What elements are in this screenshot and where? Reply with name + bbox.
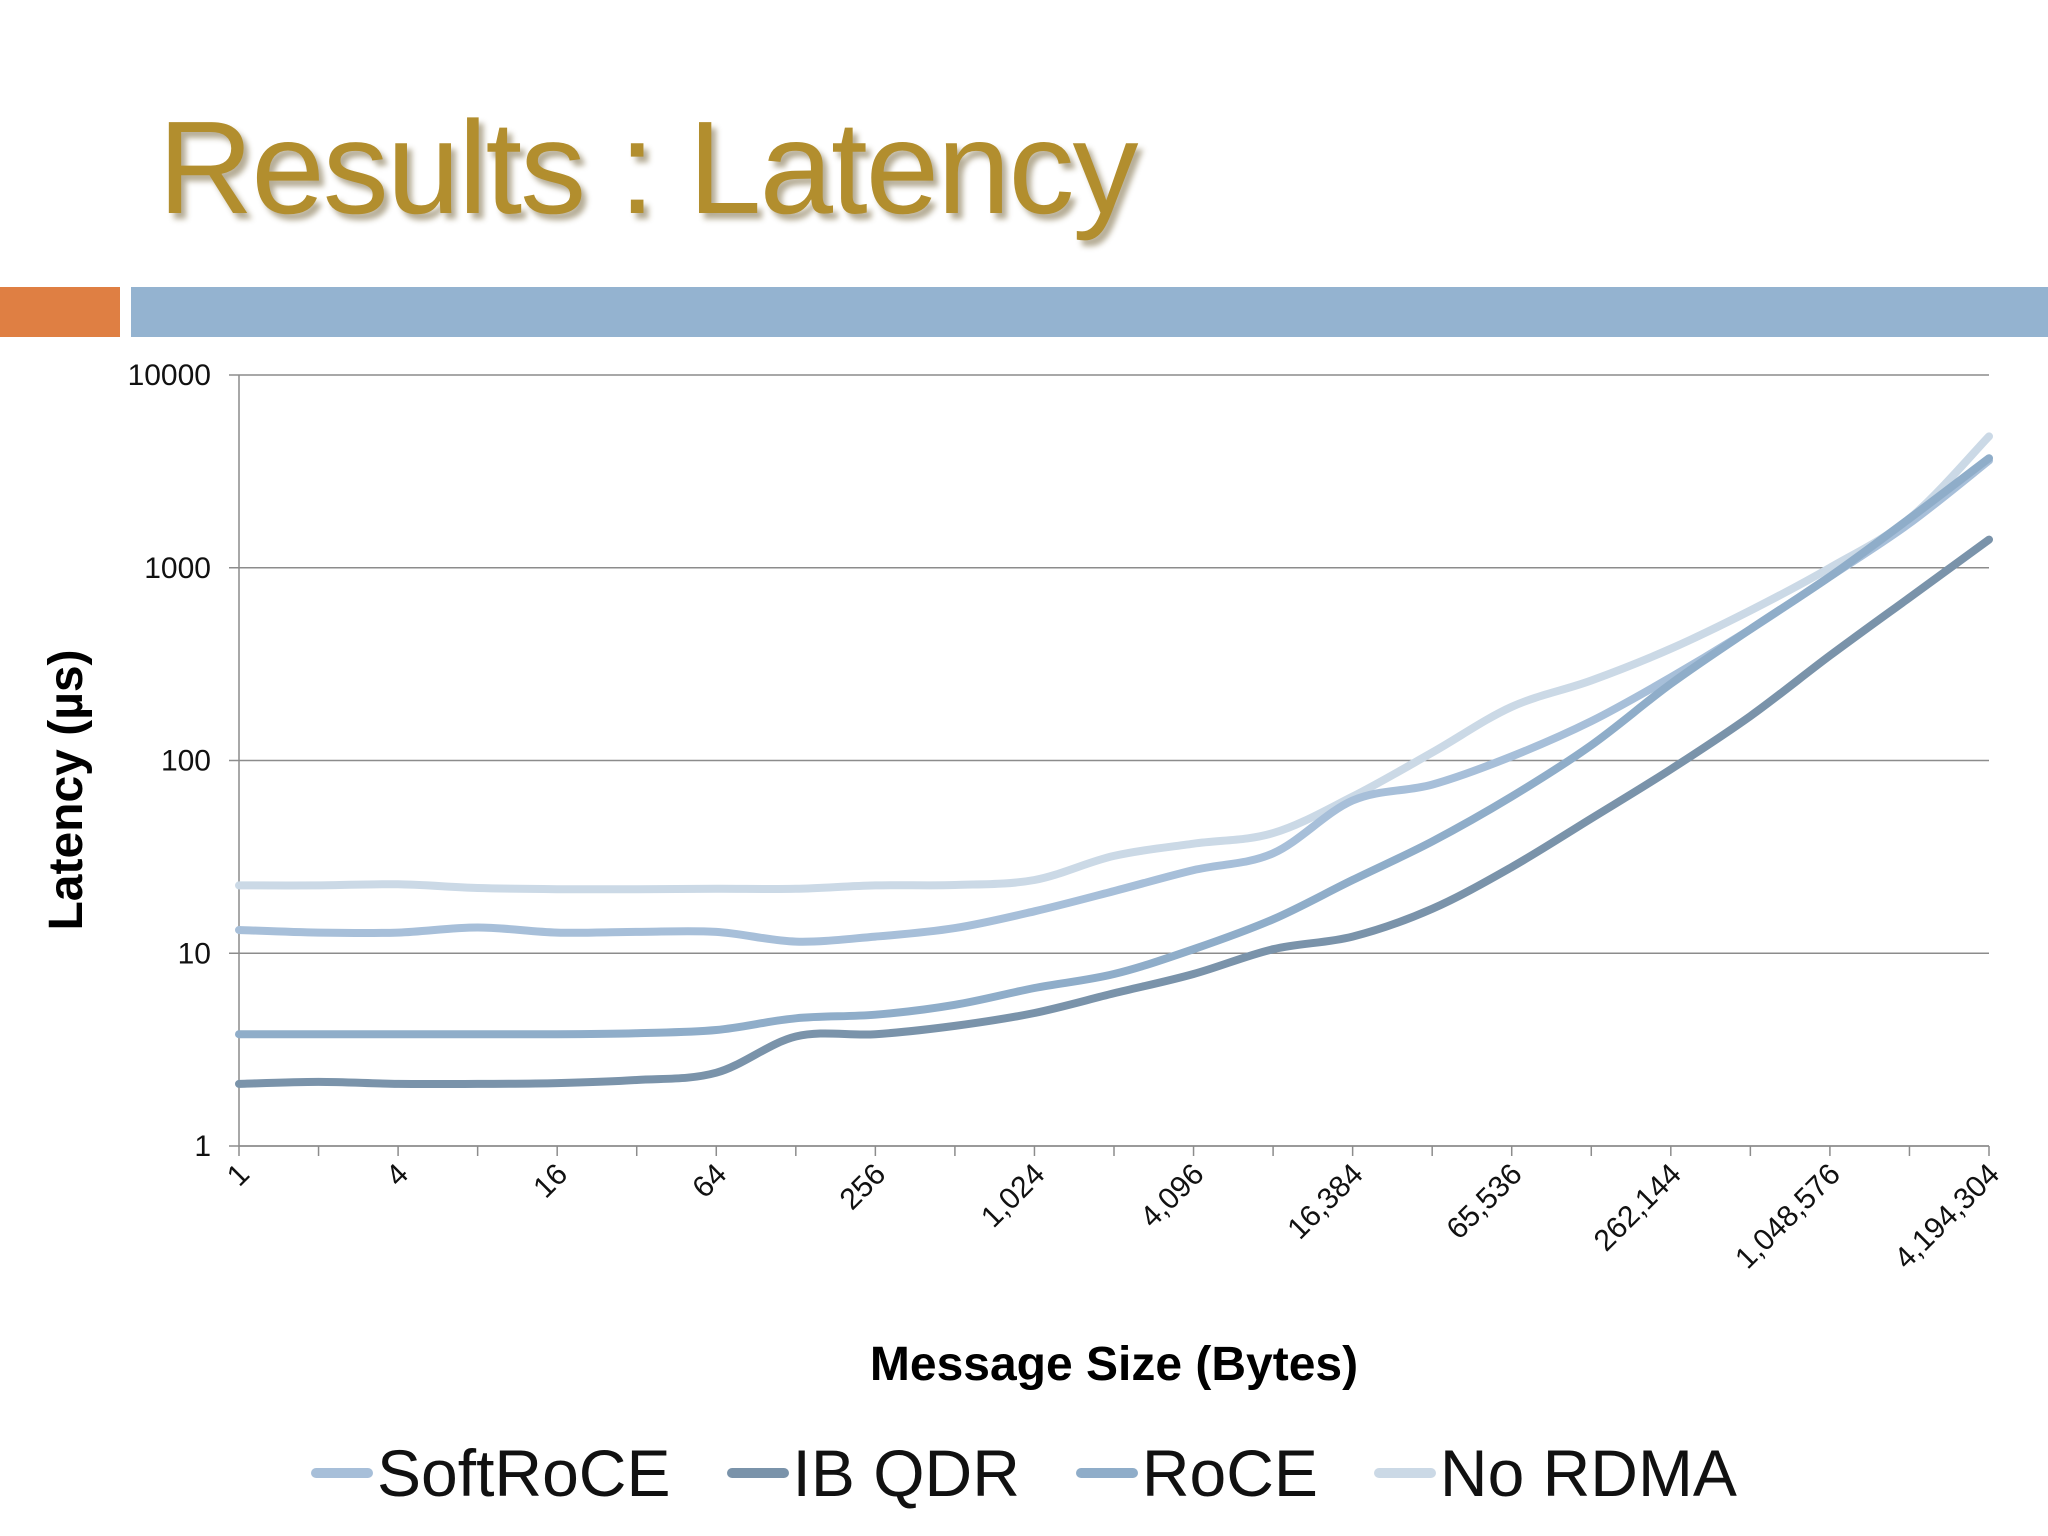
accent-bar-right: [131, 287, 2048, 337]
x-tick-label: 4,096: [1134, 1158, 1210, 1234]
legend: SoftRoCE IB QDR RoCE No RDMA: [0, 1428, 2048, 1518]
x-tick-labels: 1 4 16 64 256 1,024 4,096 16,384 65,536 262,144 1,…: [221, 1158, 2006, 1276]
legend-item-ib-qdr: IB QDR: [726, 1435, 1020, 1511]
y-tick-label: 1000: [144, 552, 211, 585]
x-axis-title: Message Size (Bytes): [870, 1338, 1358, 1391]
accent-bar-left: [0, 287, 120, 337]
legend-item-roce: RoCE: [1075, 1435, 1318, 1511]
x-tick-label: 4,194,304: [1888, 1158, 2006, 1276]
latency-chart: 1 10 100 1000 10000 1 4 16 64 256 1,024 4,096 16,38…: [40, 359, 2006, 1391]
axes: [229, 374, 1990, 1156]
x-tick-label: 16,384: [1281, 1158, 1369, 1246]
slide-title: Results : Latency: [158, 94, 1138, 241]
y-tick-label: 10000: [128, 359, 211, 392]
y-tick-labels: 1 10 100 1000 10000: [128, 359, 211, 1163]
y-tick-label: 100: [161, 745, 211, 778]
x-tick-label: 4: [380, 1158, 415, 1193]
series-line-roce: [235, 454, 1993, 1039]
x-tick-label: 262,144: [1588, 1158, 1688, 1258]
x-tick-label: 65,536: [1440, 1158, 1528, 1246]
y-tick-label: 1: [194, 1130, 211, 1163]
legend-label: RoCE: [1141, 1436, 1318, 1510]
y-axis-title: Latency (µs): [40, 649, 93, 930]
x-tick-label: 16: [527, 1158, 574, 1205]
x-tick-label: 256: [834, 1158, 893, 1217]
legend-label: SoftRoCE: [377, 1436, 671, 1510]
legend-swatch: [1373, 1468, 1436, 1478]
x-tick-label: 1,024: [975, 1158, 1051, 1234]
legend-item-softroce: SoftRoCE: [311, 1435, 671, 1511]
legend-swatch: [311, 1468, 374, 1478]
legend-swatch: [726, 1468, 789, 1478]
x-tick-label: 64: [686, 1158, 733, 1205]
series-lines: [235, 432, 1993, 1089]
series-line-no-rdma: [235, 432, 1993, 894]
x-tick-label: 1: [221, 1158, 256, 1193]
legend-label: IB QDR: [792, 1436, 1020, 1510]
legend-label: No RDMA: [1439, 1436, 1737, 1510]
legend-item-no-rdma: No RDMA: [1373, 1435, 1737, 1511]
x-tick-label: 1,048,576: [1729, 1158, 1847, 1276]
legend-swatch: [1075, 1468, 1138, 1478]
series-line-softroce: [235, 456, 1993, 946]
series-line-ib-qdr: [235, 535, 1993, 1089]
y-tick-label: 10: [178, 937, 211, 970]
